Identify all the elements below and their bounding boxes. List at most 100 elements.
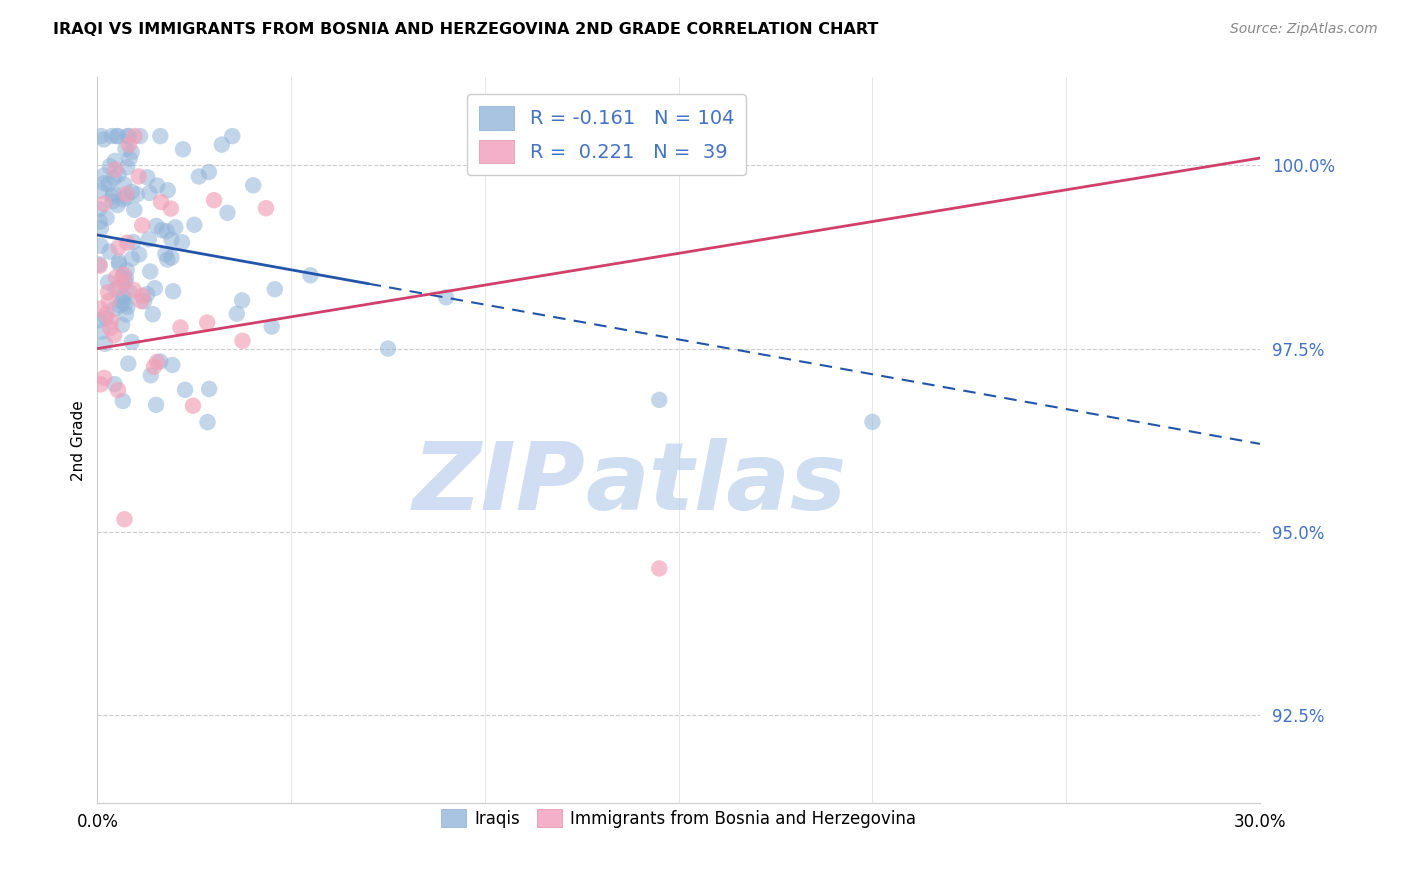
Point — [114, 296, 136, 310]
Point — [107, 198, 129, 212]
Point — [149, 129, 172, 144]
Point — [112, 178, 135, 192]
Point — [231, 293, 253, 308]
Point — [121, 252, 143, 266]
Point — [118, 137, 141, 152]
Point — [117, 235, 139, 250]
Point — [90, 325, 112, 339]
Point — [221, 129, 243, 144]
Text: ZIP: ZIP — [413, 438, 586, 530]
Point — [111, 270, 134, 285]
Point — [104, 162, 127, 177]
Point — [263, 282, 285, 296]
Point — [114, 275, 136, 289]
Point — [143, 281, 166, 295]
Point — [115, 263, 138, 277]
Point — [136, 287, 159, 301]
Point — [93, 196, 115, 211]
Point — [299, 268, 322, 283]
Point — [131, 219, 153, 233]
Point — [104, 153, 127, 168]
Point — [121, 334, 143, 349]
Point — [107, 240, 129, 254]
Point — [128, 247, 150, 261]
Point — [139, 264, 162, 278]
Point — [90, 239, 112, 253]
Point — [202, 193, 225, 207]
Point — [155, 247, 177, 261]
Point — [115, 187, 138, 202]
Point — [156, 224, 179, 238]
Point — [105, 129, 128, 144]
Point — [648, 561, 671, 575]
Point — [156, 183, 179, 197]
Point — [98, 321, 121, 335]
Point — [117, 129, 139, 144]
Text: IRAQI VS IMMIGRANTS FROM BOSNIA AND HERZEGOVINA 2ND GRADE CORRELATION CHART: IRAQI VS IMMIGRANTS FROM BOSNIA AND HERZ… — [53, 22, 879, 37]
Point — [143, 359, 166, 374]
Point — [103, 302, 125, 317]
Point — [101, 129, 124, 144]
Point — [111, 318, 134, 332]
Point — [134, 294, 156, 309]
Point — [112, 192, 135, 206]
Point — [93, 176, 115, 190]
Text: Source: ZipAtlas.com: Source: ZipAtlas.com — [1230, 22, 1378, 37]
Point — [131, 289, 153, 303]
Point — [107, 383, 129, 397]
Point — [183, 218, 205, 232]
Point — [211, 137, 233, 152]
Point — [98, 244, 121, 259]
Point — [90, 221, 112, 235]
Point — [93, 132, 115, 146]
Point — [112, 268, 135, 282]
Point — [107, 129, 129, 144]
Point — [195, 316, 218, 330]
Point — [97, 294, 120, 309]
Point — [118, 129, 141, 144]
Point — [225, 307, 247, 321]
Point — [100, 314, 122, 328]
Point — [181, 399, 204, 413]
Point — [114, 512, 136, 526]
Point — [160, 233, 183, 247]
Point — [156, 252, 179, 267]
Point — [160, 251, 183, 265]
Point — [103, 377, 125, 392]
Point — [89, 313, 111, 327]
Point — [108, 254, 131, 268]
Point — [162, 358, 184, 372]
Point — [105, 270, 128, 285]
Point — [103, 170, 125, 185]
Point — [149, 354, 172, 368]
Point — [138, 232, 160, 246]
Point — [465, 129, 488, 144]
Point — [136, 170, 159, 185]
Point — [377, 342, 399, 356]
Point — [172, 142, 194, 156]
Point — [118, 152, 141, 166]
Point — [198, 382, 221, 396]
Point — [117, 357, 139, 371]
Point — [104, 282, 127, 296]
Point — [89, 215, 111, 229]
Point — [97, 285, 120, 300]
Point — [89, 257, 111, 271]
Point — [103, 328, 125, 343]
Point — [198, 165, 221, 179]
Point — [231, 334, 253, 348]
Point — [89, 259, 111, 273]
Point — [115, 161, 138, 175]
Point — [138, 186, 160, 200]
Point — [128, 169, 150, 184]
Point — [170, 235, 193, 250]
Point — [117, 300, 139, 314]
Point — [111, 294, 134, 309]
Point — [89, 301, 111, 316]
Point — [197, 415, 219, 429]
Point — [97, 177, 120, 191]
Point — [96, 307, 118, 321]
Point — [124, 129, 146, 144]
Point — [112, 276, 135, 290]
Point — [122, 283, 145, 297]
